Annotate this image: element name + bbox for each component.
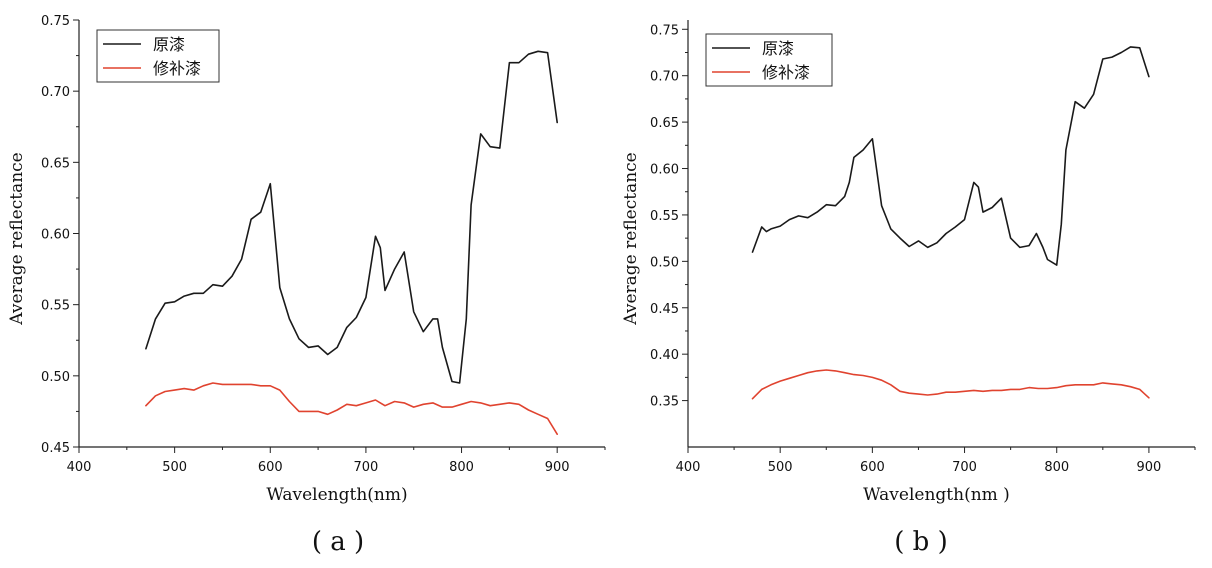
y-tick-label: 0.50 bbox=[41, 370, 70, 385]
series-line-original-paint bbox=[145, 50, 558, 384]
series-line-repair-paint bbox=[751, 369, 1150, 400]
legend-label: 原漆 bbox=[762, 39, 794, 58]
y-tick-label: 0.60 bbox=[41, 228, 70, 243]
x-tick-label: 500 bbox=[162, 460, 187, 475]
x-tick-label: 400 bbox=[67, 460, 92, 475]
x-tick-label: 800 bbox=[1044, 460, 1069, 475]
legend-label: 修补漆 bbox=[762, 63, 810, 82]
x-tick-label: 700 bbox=[353, 460, 378, 475]
y-tick-label: 0.70 bbox=[650, 70, 679, 85]
series-line-repair-paint bbox=[145, 382, 558, 435]
legend-box bbox=[705, 33, 833, 87]
x-axis-title: Wavelength(nm ) bbox=[863, 485, 1010, 505]
y-tick-label: 0.55 bbox=[41, 299, 70, 314]
y-tick-label: 0.45 bbox=[41, 441, 70, 456]
y-tick-label: 0.35 bbox=[650, 395, 679, 410]
chart-panel-a: 400 500 600 700 800 900 0.45 0.50 0.55 0.60 0.65 0.… bbox=[7, 14, 606, 557]
y-tick-label: 0.65 bbox=[41, 156, 70, 171]
y-axis-title: Average reflectance bbox=[621, 152, 641, 325]
x-tick-label: 700 bbox=[952, 460, 977, 475]
y-tick-label: 0.75 bbox=[650, 23, 679, 38]
legend-label: 原漆 bbox=[153, 35, 185, 54]
panel-caption: ( b ) bbox=[894, 527, 947, 557]
series-line-original-paint bbox=[751, 46, 1150, 266]
chart-panel-b: 400 500 600 700 800 900 0.35 0.40 0.45 0.50 0.55 0.… bbox=[621, 20, 1196, 557]
x-tick-label: 600 bbox=[258, 460, 283, 475]
x-tick-label: 900 bbox=[1136, 460, 1161, 475]
x-tick-label: 400 bbox=[676, 460, 701, 475]
y-tick-label: 0.40 bbox=[650, 348, 679, 363]
legend-label: 修补漆 bbox=[153, 59, 201, 78]
y-tick-label: 0.65 bbox=[650, 116, 679, 131]
x-tick-label: 500 bbox=[768, 460, 793, 475]
y-tick-label: 0.75 bbox=[41, 14, 70, 29]
y-tick-label: 0.70 bbox=[41, 85, 70, 100]
panel-caption: ( a ) bbox=[312, 527, 364, 557]
x-axis-title: Wavelength(nm) bbox=[266, 485, 407, 505]
legend-box bbox=[96, 29, 220, 83]
y-axis-title: Average reflectance bbox=[7, 152, 27, 325]
y-tick-label: 0.60 bbox=[650, 163, 679, 178]
x-tick-label: 800 bbox=[449, 460, 474, 475]
y-tick-label: 0.45 bbox=[650, 302, 679, 317]
y-tick-label: 0.50 bbox=[650, 255, 679, 270]
x-tick-label: 900 bbox=[545, 460, 570, 475]
y-tick-label: 0.55 bbox=[650, 209, 679, 224]
x-tick-label: 600 bbox=[860, 460, 885, 475]
